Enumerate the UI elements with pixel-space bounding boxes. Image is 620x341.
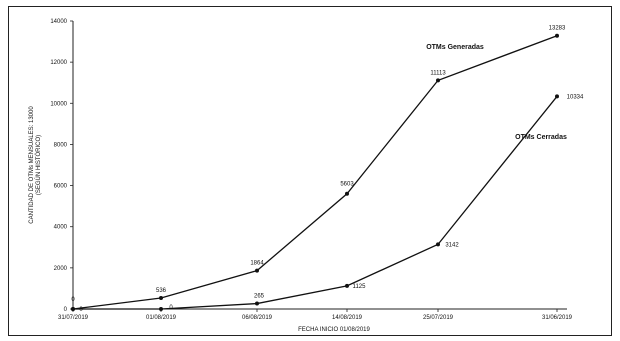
data-point xyxy=(159,295,163,300)
data-point xyxy=(255,268,259,273)
data-point xyxy=(555,94,559,99)
data-label: 13283 xyxy=(549,26,566,32)
data-label: 0 xyxy=(169,305,173,311)
y-tick-label: 2000 xyxy=(54,266,68,272)
x-axis-title: FECHA INICIO 01/08/2019 xyxy=(298,327,370,333)
y-tick-label: 14000 xyxy=(50,19,67,25)
y-tick-label: 12000 xyxy=(50,60,67,66)
y-tick-label: 8000 xyxy=(54,142,68,148)
y-axis-title: CANTIDAD DE OTMs MENSUALES: 13000 (SEGÚN … xyxy=(29,106,42,224)
y-tick-label: 10000 xyxy=(50,101,67,107)
y-tick-label: 0 xyxy=(64,307,68,313)
series-line-otms-cerradas xyxy=(73,96,558,310)
data-point xyxy=(159,307,163,311)
chart-frame: 0 2000 4000 6000 8000 10000 12000 14000 31/07/2… xyxy=(8,6,612,336)
x-tick-label: 01/08/2019 xyxy=(146,315,177,321)
x-tick-labels: 31/07/2019 01/08/2019 06/08/2019 14/08/2019… xyxy=(58,315,573,321)
x-tick-label: 31/06/2019 xyxy=(542,315,573,321)
data-label: 265 xyxy=(254,294,265,300)
data-label: 3142 xyxy=(445,242,459,248)
x-tick-label: 31/07/2019 xyxy=(58,315,89,321)
series-lines xyxy=(72,35,558,310)
series-name-label: OTMs Generadas xyxy=(426,44,484,51)
data-label: 11113 xyxy=(430,70,446,76)
axes xyxy=(70,20,567,312)
series-points xyxy=(71,33,559,311)
y-axis-title-line: CANTIDAD DE OTMs MENSUALES: 13000 xyxy=(29,106,35,224)
data-point xyxy=(255,301,259,306)
data-point xyxy=(555,33,559,38)
x-tick-label: 06/08/2019 xyxy=(242,315,273,321)
x-tick-label: 14/08/2019 xyxy=(332,315,363,321)
data-label: 5603 xyxy=(340,182,354,188)
series-names: OTMs Generadas OTMs Cerradas xyxy=(426,44,567,141)
data-point xyxy=(71,307,75,311)
data-point xyxy=(436,242,440,247)
y-axis-title-line: (SEGÚN HISTÓRICO) xyxy=(35,135,42,195)
y-tick-label: 4000 xyxy=(54,225,68,231)
data-label: 0 xyxy=(71,297,75,303)
line-chart: 0 2000 4000 6000 8000 10000 12000 14000 31/07/2… xyxy=(29,19,584,333)
y-tick-labels: 0 2000 4000 6000 8000 10000 12000 14000 xyxy=(50,19,67,313)
data-point xyxy=(345,191,349,196)
series-name-label: OTMs Cerradas xyxy=(515,134,567,141)
data-label: 10334 xyxy=(567,94,584,100)
y-tick-label: 6000 xyxy=(54,184,68,190)
series-line-otms-generadas xyxy=(72,35,558,310)
data-label: 1864 xyxy=(250,261,264,267)
x-tick-label: 25/07/2019 xyxy=(423,315,454,321)
data-point xyxy=(345,283,349,288)
data-point xyxy=(436,78,440,83)
data-label: 0 xyxy=(79,307,83,313)
data-label: 1125 xyxy=(353,284,367,290)
data-label: 536 xyxy=(156,288,167,294)
